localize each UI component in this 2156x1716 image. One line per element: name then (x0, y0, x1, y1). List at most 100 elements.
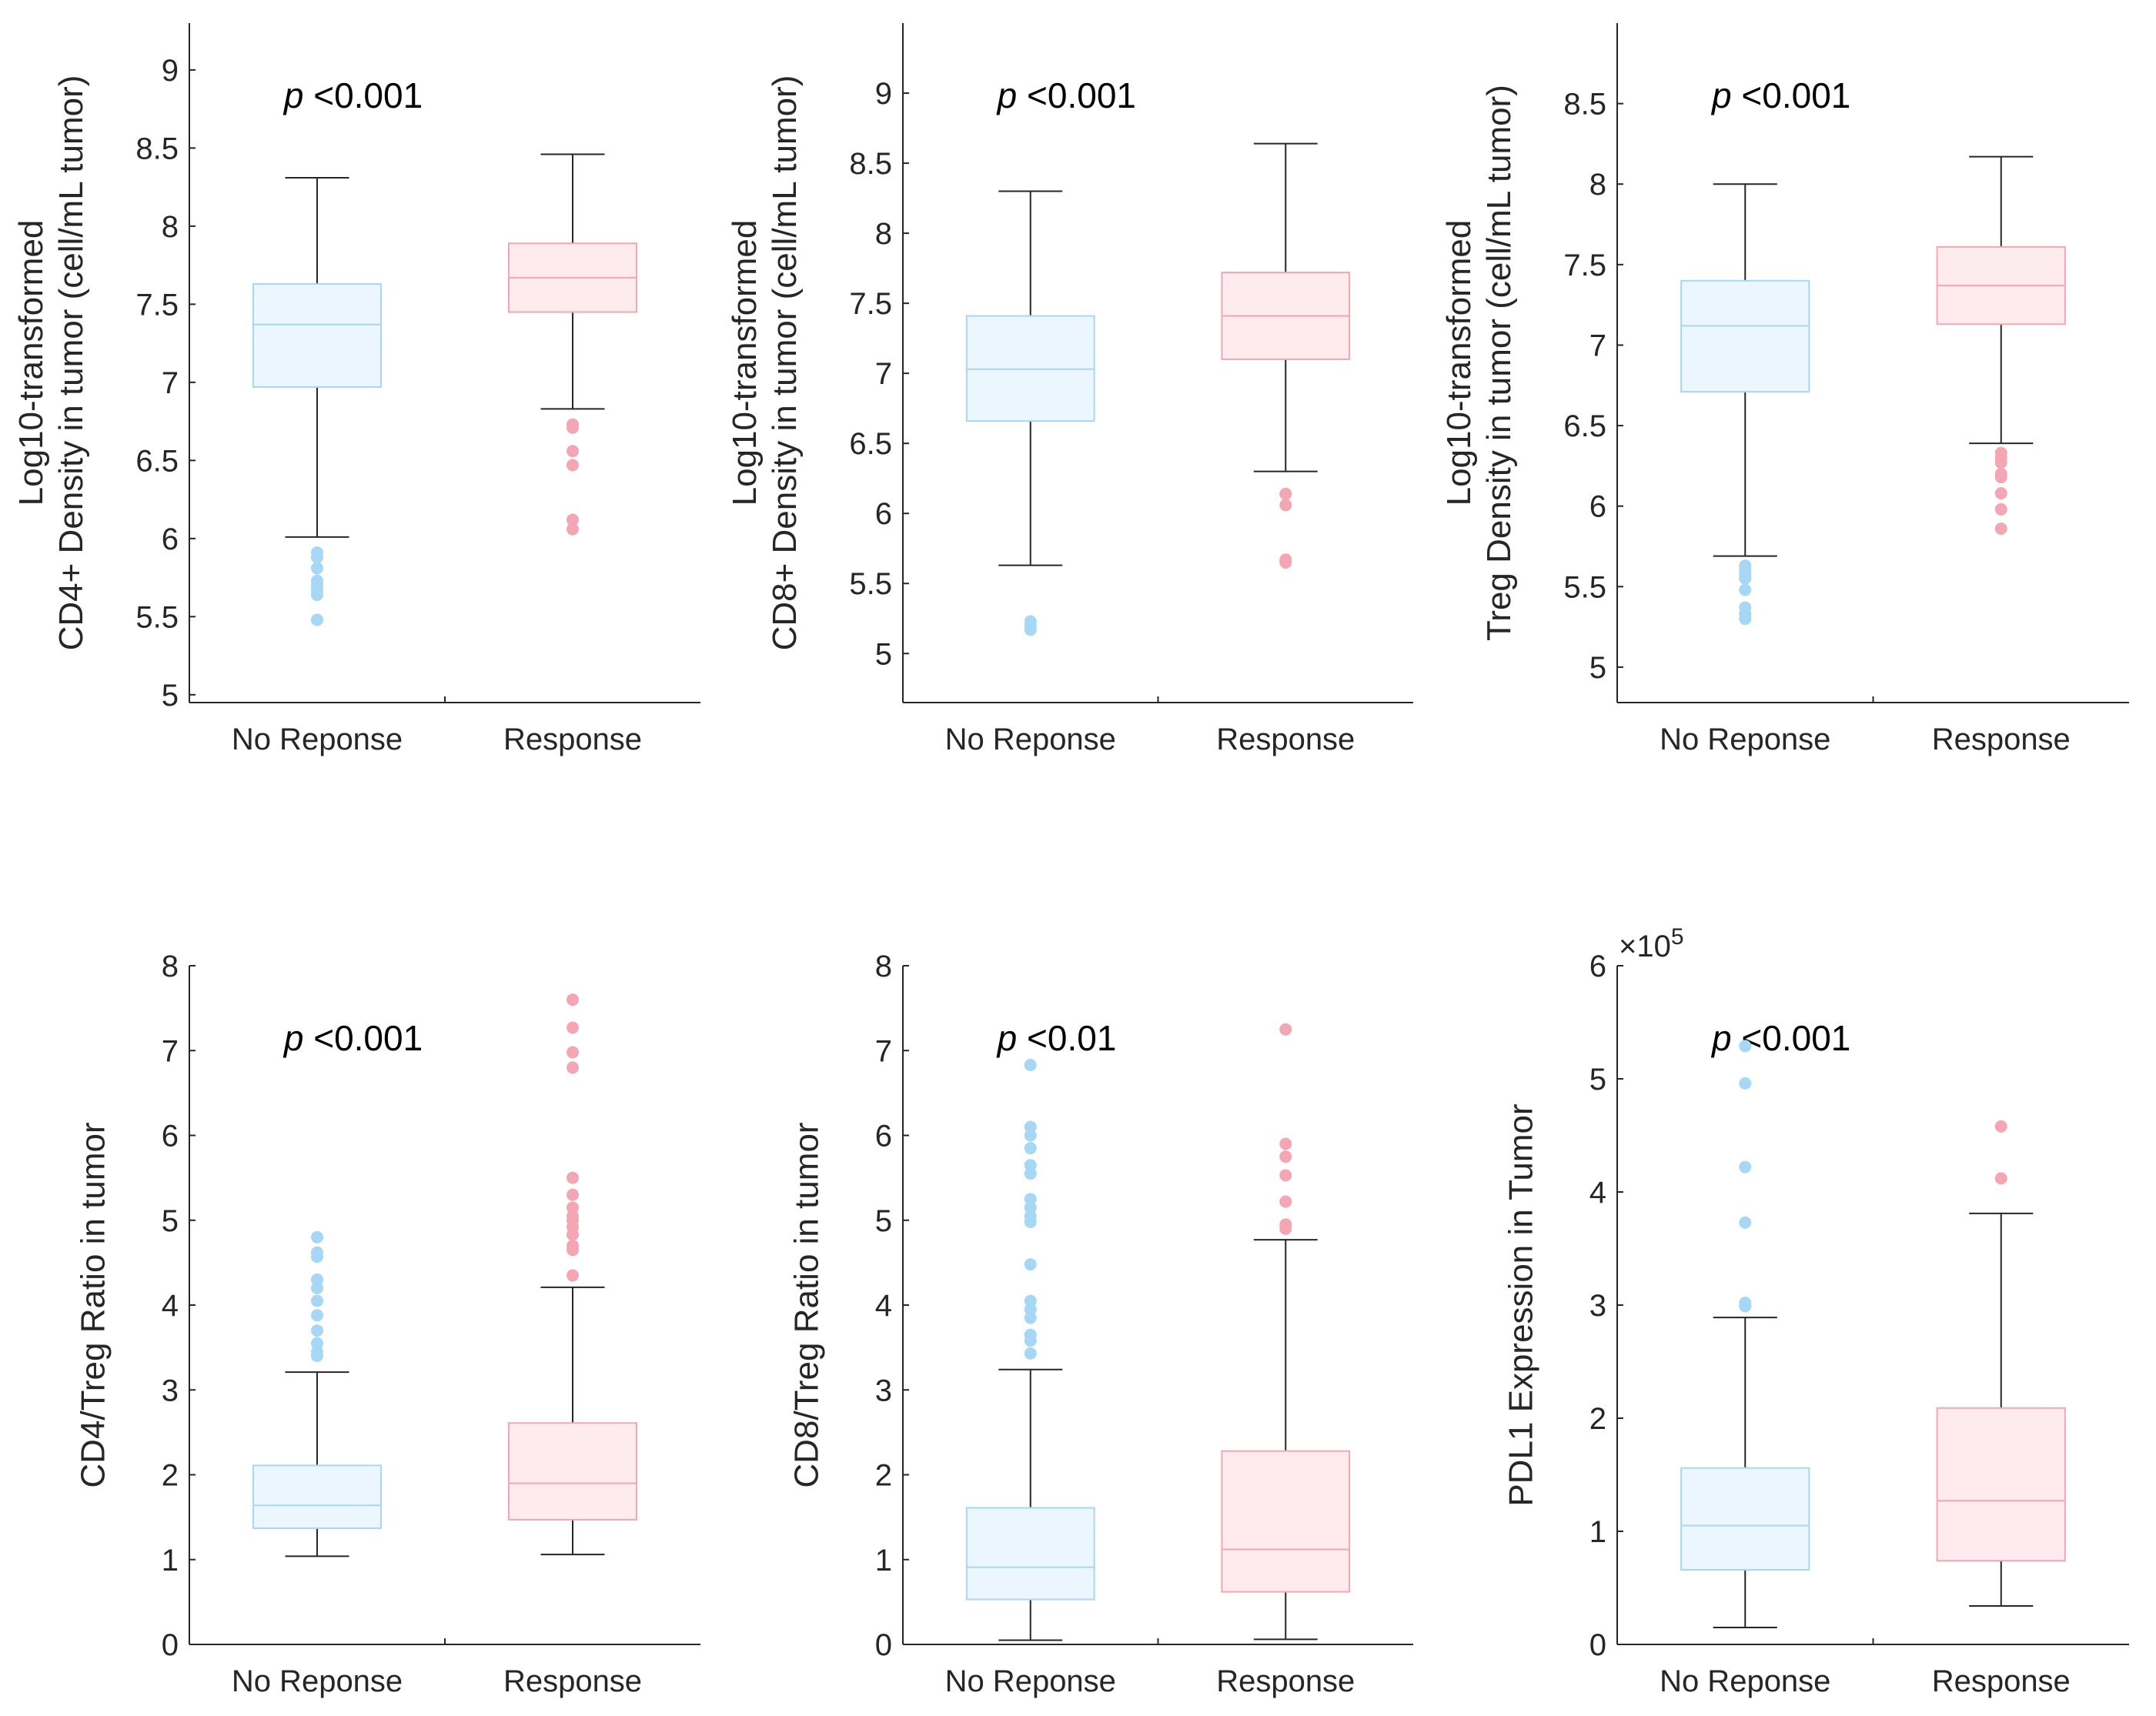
y-axis-label: Log10-transformedTreg Density in tumor (… (1440, 85, 1518, 641)
x-tick-label: Response (503, 1664, 642, 1698)
response-outlier-point (567, 421, 579, 434)
x-tick-label: Response (1216, 723, 1355, 756)
response-outlier-point (1279, 1137, 1292, 1150)
y-tick-label: 4 (162, 1289, 179, 1323)
response-outlier-point (1279, 1218, 1292, 1231)
response-outlier-point (567, 1188, 579, 1201)
no-response-outlier-point (1024, 1347, 1037, 1360)
p-value-annotation: p <0.001 (996, 75, 1136, 115)
no-response-outlier-point (311, 1294, 323, 1307)
y-tick-label: 7 (875, 1034, 892, 1068)
p-value-annotation: p <0.001 (282, 1018, 423, 1058)
response-outlier-point (1279, 1195, 1292, 1208)
y-tick-label: 8 (875, 217, 892, 251)
response-outlier-point (1279, 556, 1292, 569)
y-tick-label: 8.5 (1563, 88, 1606, 122)
no-response-outlier-point (311, 588, 323, 601)
y-tick-label: 5 (162, 1204, 179, 1238)
y-tick-label: 6 (162, 1120, 179, 1153)
response-outlier-point (1994, 486, 2007, 499)
y-tick-label: 9 (875, 77, 892, 111)
y-tick-label: 8.5 (849, 147, 892, 181)
y-tick-label: 7.5 (849, 287, 892, 321)
response-outlier-point (567, 459, 579, 472)
no-response-outlier-point (1739, 1040, 1752, 1053)
y-axis-label: Log10-transformedCD4+ Density in tumor (… (12, 75, 90, 651)
y-tick-label: 2 (162, 1459, 179, 1493)
p-value-annotation: p <0.001 (1710, 1018, 1850, 1058)
no-response-outlier-point (311, 562, 323, 575)
response-outlier-point (567, 1239, 579, 1252)
response-outlier-point (567, 993, 579, 1007)
no-response-outlier-point (1024, 1311, 1037, 1324)
chart-panel-2: 5 5.5 6 6.5 7 7.5 8 8.5 9 No Reponse Response Log10… (726, 23, 1413, 756)
y-tick-label: 7.5 (135, 288, 179, 322)
y-tick-label: 7 (162, 1034, 179, 1068)
y-tick-label: 7.5 (1563, 249, 1606, 282)
response-outlier-point (567, 1201, 579, 1214)
no-response-outlier-point (1024, 1294, 1037, 1307)
y-tick-label: 1 (875, 1544, 892, 1577)
y-tick-label: 5 (162, 679, 179, 713)
y-tick-label: 4 (1589, 1176, 1606, 1210)
no-response-box (1680, 279, 1810, 393)
no-response-outlier-point (1739, 1160, 1752, 1173)
y-tick-label: 6 (875, 497, 892, 531)
no-response-outlier-point (311, 613, 323, 626)
y-axis-label: PDL1 Expression in Tumor (1502, 1103, 1539, 1506)
no-response-outlier-point (1024, 1210, 1037, 1223)
x-tick-label: Response (1932, 1664, 2071, 1698)
chart-panel-3: 5 5.5 6 6.5 7 7.5 8 8.5 No Reponse Response Log10-… (1440, 23, 2129, 756)
x-tick-label: Response (1932, 723, 2071, 756)
y-tick-label: 2 (1589, 1402, 1606, 1436)
no-response-outlier-point (311, 1230, 323, 1244)
y-tick-label: 8 (162, 950, 179, 983)
y-tick-label: 8 (875, 950, 892, 983)
y-tick-label: 5 (875, 637, 892, 671)
response-outlier-point (1994, 1120, 2007, 1133)
no-response-outlier-point (311, 1273, 323, 1286)
response-outlier-point (567, 1046, 579, 1059)
y-tick-label: 1 (1589, 1515, 1606, 1549)
x-tick-label: No Reponse (1660, 1664, 1830, 1698)
response-box (508, 1422, 637, 1521)
chart-panel-5: 0 1 2 3 4 5 6 7 8 No Reponse Response CD8/Treg Rati… (787, 950, 1413, 1698)
y-tick-label: 0 (875, 1628, 892, 1662)
response-box (1936, 1407, 2066, 1562)
no-response-outlier-point (311, 1345, 323, 1358)
y-tick-label: 5.5 (849, 567, 892, 601)
response-box (1221, 1450, 1351, 1593)
y-tick-label: 0 (162, 1628, 179, 1662)
response-outlier-point (1279, 499, 1292, 512)
y-tick-label: 7 (875, 357, 892, 391)
x-tick-label: Response (1216, 1664, 1355, 1698)
no-response-outlier-point (1024, 1159, 1037, 1172)
response-outlier-point (1994, 502, 2007, 516)
no-response-outlier-point (1024, 1120, 1037, 1133)
no-response-outlier-point (1024, 1058, 1037, 1071)
no-response-outlier-point (1024, 1328, 1037, 1341)
y-tick-label: 8 (1589, 168, 1606, 202)
response-outlier-point (567, 1021, 579, 1034)
no-response-outlier-point (311, 551, 323, 564)
no-response-outlier-point (1024, 1129, 1037, 1142)
y-tick-label: 8.5 (135, 132, 179, 165)
response-outlier-point (1279, 487, 1292, 500)
y-tick-label: 5 (875, 1204, 892, 1238)
p-value-annotation: p <0.01 (996, 1018, 1117, 1058)
p-value-annotation: p <0.001 (282, 75, 423, 115)
response-outlier-point (567, 1210, 579, 1223)
y-tick-label: 3 (1589, 1289, 1606, 1323)
response-outlier-point (1994, 522, 2007, 536)
no-response-outlier-point (1739, 572, 1752, 585)
no-response-outlier-point (1024, 1201, 1037, 1214)
response-outlier-point (1279, 1150, 1292, 1163)
x-tick-label: No Reponse (1660, 723, 1830, 756)
y-tick-label: 5.5 (1563, 570, 1606, 604)
y-tick-label: 4 (875, 1289, 892, 1323)
y-tick-label: 5.5 (135, 600, 179, 634)
y-tick-label: 6.5 (1563, 409, 1606, 443)
response-outlier-point (1279, 1169, 1292, 1182)
no-response-outlier-point (311, 1281, 323, 1294)
response-outlier-point (1279, 1023, 1292, 1036)
